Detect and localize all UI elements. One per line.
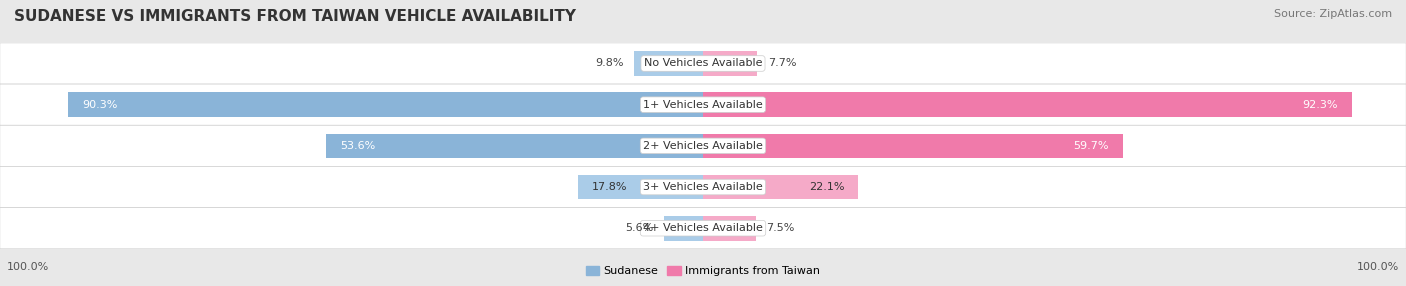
FancyBboxPatch shape (0, 84, 1406, 125)
Text: 7.7%: 7.7% (768, 59, 796, 68)
Text: 7.5%: 7.5% (766, 223, 794, 233)
Bar (326, 134, 703, 158)
Text: 4+ Vehicles Available: 4+ Vehicles Available (643, 223, 763, 233)
Bar (664, 216, 703, 241)
Text: 2+ Vehicles Available: 2+ Vehicles Available (643, 141, 763, 151)
FancyBboxPatch shape (0, 43, 1406, 84)
Text: 90.3%: 90.3% (82, 100, 118, 110)
Text: 3+ Vehicles Available: 3+ Vehicles Available (643, 182, 763, 192)
Bar (703, 216, 756, 241)
Text: 9.8%: 9.8% (595, 59, 624, 68)
FancyBboxPatch shape (0, 125, 1406, 166)
Text: 53.6%: 53.6% (340, 141, 375, 151)
Text: 5.6%: 5.6% (624, 223, 652, 233)
Text: 17.8%: 17.8% (592, 182, 627, 192)
Text: 22.1%: 22.1% (808, 182, 844, 192)
Bar (69, 92, 703, 117)
Bar (634, 51, 703, 76)
Bar (703, 175, 858, 199)
Bar (703, 92, 1353, 117)
Bar (578, 175, 703, 199)
Text: 100.0%: 100.0% (7, 262, 49, 272)
Text: 59.7%: 59.7% (1073, 141, 1109, 151)
Text: 100.0%: 100.0% (1357, 262, 1399, 272)
Text: SUDANESE VS IMMIGRANTS FROM TAIWAN VEHICLE AVAILABILITY: SUDANESE VS IMMIGRANTS FROM TAIWAN VEHIC… (14, 9, 576, 23)
FancyBboxPatch shape (0, 166, 1406, 208)
Bar (703, 51, 756, 76)
Text: Source: ZipAtlas.com: Source: ZipAtlas.com (1274, 9, 1392, 19)
Text: 1+ Vehicles Available: 1+ Vehicles Available (643, 100, 763, 110)
Bar (703, 134, 1123, 158)
Text: No Vehicles Available: No Vehicles Available (644, 59, 762, 68)
Text: 92.3%: 92.3% (1302, 100, 1339, 110)
FancyBboxPatch shape (0, 208, 1406, 249)
Legend: Sudanese, Immigrants from Taiwan: Sudanese, Immigrants from Taiwan (582, 261, 824, 281)
